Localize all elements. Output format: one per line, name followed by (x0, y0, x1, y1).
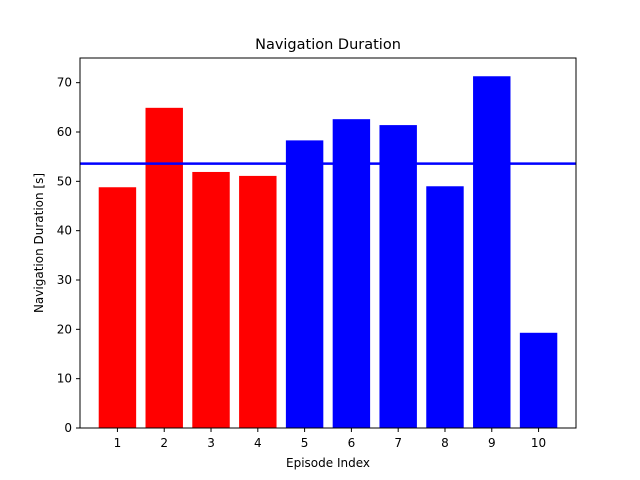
y-tick-label: 60 (57, 125, 72, 139)
y-tick-label: 70 (57, 76, 72, 90)
y-tick-label: 30 (57, 273, 72, 287)
x-tick-label: 8 (441, 436, 449, 450)
y-tick-label: 20 (57, 322, 72, 336)
bar-episode-4 (239, 175, 277, 428)
bar-episode-3 (192, 171, 230, 428)
x-axis-label: Episode Index (286, 456, 370, 470)
x-tick-label: 3 (207, 436, 215, 450)
y-tick-label: 0 (64, 421, 72, 435)
y-axis-ticks: 0 10 20 30 40 50 60 70 (57, 76, 80, 435)
y-tick-label: 50 (57, 174, 72, 188)
bars-group (98, 76, 558, 429)
bar-episode-2 (145, 107, 183, 429)
x-tick-label: 7 (394, 436, 402, 450)
x-tick-label: 5 (301, 436, 309, 450)
bar-episode-7 (379, 125, 417, 429)
bar-episode-9 (473, 76, 511, 429)
bar-episode-1 (98, 187, 137, 428)
x-tick-label: 9 (488, 436, 496, 450)
x-tick-label: 10 (531, 436, 546, 450)
x-tick-label: 4 (254, 436, 262, 450)
y-tick-label: 40 (57, 224, 72, 238)
x-tick-label: 1 (114, 436, 122, 450)
bar-episode-8 (426, 186, 464, 428)
plot-frame (79, 57, 577, 429)
x-tick-label: 2 (160, 436, 168, 450)
chart-title: Navigation Duration (255, 37, 401, 53)
y-tick-label: 10 (57, 372, 72, 386)
bar-episode-6 (332, 119, 371, 428)
x-axis-ticks: 1 2 3 4 5 6 7 8 9 10 (114, 428, 546, 450)
bar-episode-5 (285, 140, 324, 429)
bar-episode-10 (519, 332, 558, 428)
x-tick-label: 6 (348, 436, 356, 450)
y-axis-label: Navigation Duration [s] (32, 173, 46, 313)
